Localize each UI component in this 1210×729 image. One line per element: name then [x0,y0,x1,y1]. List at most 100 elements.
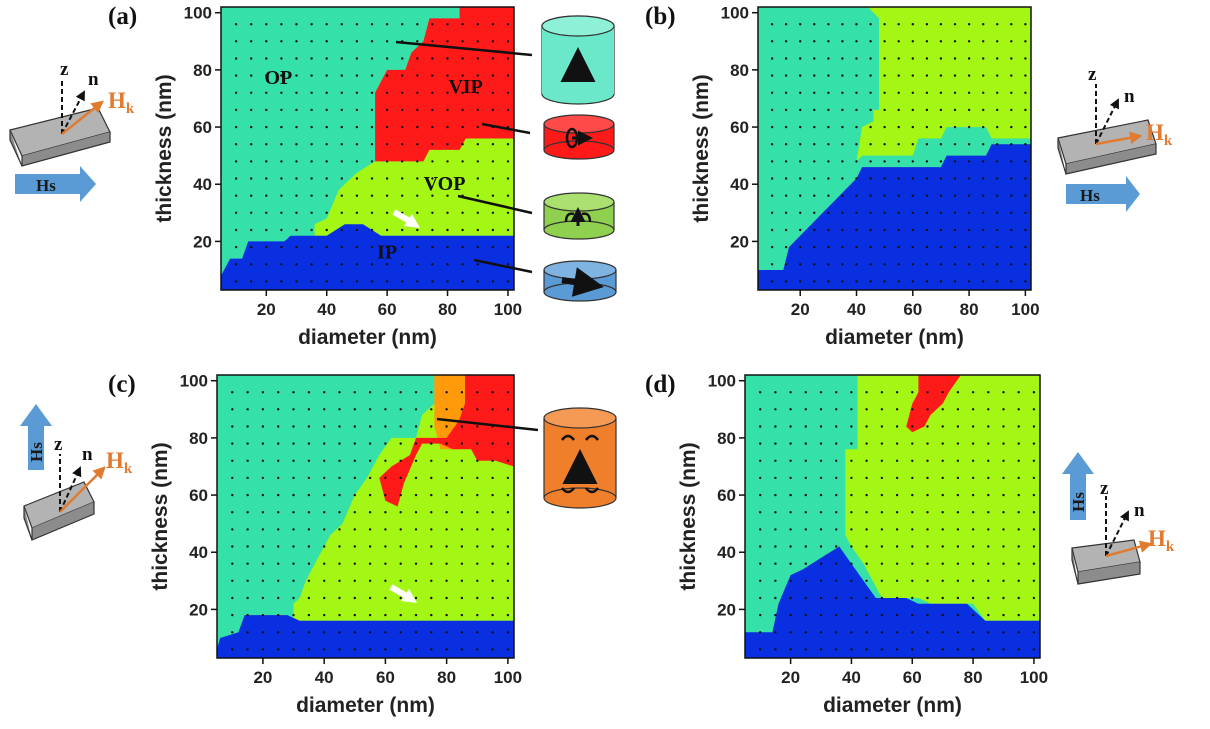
xlabel-c: diameter (nm) [296,694,435,717]
ip-state-icon [543,260,617,302]
hk-label-c: Hk [106,448,133,477]
plot-panel-d: 20 40 60 80 100 20 40 60 80 100 diameter (nm) thick… [677,372,1048,717]
xtick-label-d-1: 40 [842,668,861,687]
region-vip-a [375,7,514,162]
plot-frame-a [220,6,515,291]
field-schematic-b: z n Hk Hs [1057,64,1173,212]
ytick-label-d-1: 40 [717,543,736,562]
xlabel-b: diameter (nm) [825,326,964,349]
region-vip-c [379,375,514,507]
sample-dots-a [234,23,510,283]
ytick-label-b-4: 100 [721,4,749,23]
plot-panel-c: 20 40 60 80 100 20 40 60 80 100 diameter (nm) thick… [149,372,522,717]
ytick-label-c-1: 40 [189,543,208,562]
ytick-label-a-0: 20 [193,232,212,251]
field-schematic-a: z n Hk Hs [9,59,135,202]
plot-frame-d [744,374,1041,659]
n-label-c: n [82,444,93,465]
z-label-b: z [1088,64,1097,85]
ytick-label-c-3: 80 [189,429,208,448]
xtick-label-a-0: 20 [257,300,276,319]
region-vip-d [906,375,961,433]
region-vop-b [856,7,1031,162]
panel-label-d: (d) [645,371,676,398]
ylabel-a: thickness (nm) [153,74,176,222]
plot-frame-b [757,6,1032,291]
hk-label-d: Hk [1148,526,1175,555]
panel-label-c: (c) [108,371,136,398]
ytick-label-d-0: 20 [717,600,736,619]
plot-panel-a: 20 40 60 80 100 20 40 60 80 100 diameter (nm) thick… [153,4,522,349]
hs-label: Hs [36,176,56,195]
xtick-label-b-1: 40 [847,300,866,319]
xtick-label-d-0: 20 [781,668,800,687]
xtick-label-b-0: 20 [791,300,810,319]
xlabel-a: diameter (nm) [298,326,437,349]
ylabel-b: thickness (nm) [690,74,713,222]
ytick-label-c-0: 20 [189,600,208,619]
field-schematic-c: Hs z n Hk [20,404,133,541]
vop-state-icon [543,192,615,240]
ytick-label-b-1: 40 [730,175,749,194]
sample-dots-c [231,391,510,651]
xtick-label-a-4: 100 [494,300,522,319]
z-label-c: z [54,434,63,455]
n-label: n [88,69,99,90]
vortex-state-icon [543,407,617,509]
white-arrow-a [392,209,420,228]
ytick-label-b-0: 20 [730,232,749,251]
vip-state-icon [543,114,615,160]
xtick-label-b-4: 100 [1011,300,1039,319]
n-label-d: n [1134,500,1145,521]
xtick-label-a-2: 60 [378,300,397,319]
ytick-label-d-2: 60 [717,486,736,505]
ytick-label-b-2: 60 [730,118,749,137]
xtick-label-d-3: 80 [964,668,983,687]
white-arrow-c [389,584,417,603]
xtick-label-a-3: 80 [438,300,457,319]
ylabel-d: thickness (nm) [677,442,700,590]
ytick-label-d-4: 100 [708,372,736,391]
region-label-vip: VIP [448,76,482,98]
ytick-label-a-2: 60 [193,118,212,137]
z-label: z [60,59,69,80]
xtick-label-c-3: 80 [437,668,456,687]
xtick-label-c-1: 40 [315,668,334,687]
xtick-label-c-0: 20 [253,668,272,687]
region-ip-b [758,144,1031,290]
op-state-icon [541,15,615,105]
hk-label: Hk [108,88,135,117]
region-ip-a [221,224,514,290]
xlabel-d: diameter (nm) [823,694,962,717]
ytick-label-c-2: 60 [189,486,208,505]
z-label-d: z [1100,478,1109,499]
sample-dots-b [770,23,1027,283]
hs-label-c: Hs [27,442,46,462]
region-ip-d [745,546,1040,658]
xtick-label-c-4: 100 [494,668,522,687]
ytick-label-b-3: 80 [730,61,749,80]
ytick-label-d-3: 80 [717,429,736,448]
xtick-label-c-2: 60 [376,668,395,687]
hk-label-b: Hk [1146,120,1173,149]
region-vop-a [314,127,514,236]
region-label-op: OP [265,67,293,89]
ytick-label-c-4: 100 [180,372,208,391]
region-label-vop: VOP [424,173,466,195]
n-label-b: n [1124,86,1135,107]
ytick-label-a-3: 80 [193,61,212,80]
region-ip-c [217,615,514,658]
ytick-label-a-4: 100 [184,4,212,23]
region-vop-d [845,375,1040,621]
panel-label-b: (b) [645,3,676,30]
field-schematic-d: Hs z n Hk [1062,452,1175,585]
sample-dots-d [759,391,1036,651]
hs-label-b: Hs [1080,186,1100,205]
xtick-label-a-1: 40 [317,300,336,319]
hs-label-d: Hs [1069,492,1088,512]
plot-panel-b: 20 40 60 80 100 20 40 60 80 100 diameter (nm) thick… [690,4,1040,349]
xtick-label-d-2: 60 [903,668,922,687]
xtick-label-b-3: 80 [960,300,979,319]
xtick-label-d-4: 100 [1020,668,1048,687]
